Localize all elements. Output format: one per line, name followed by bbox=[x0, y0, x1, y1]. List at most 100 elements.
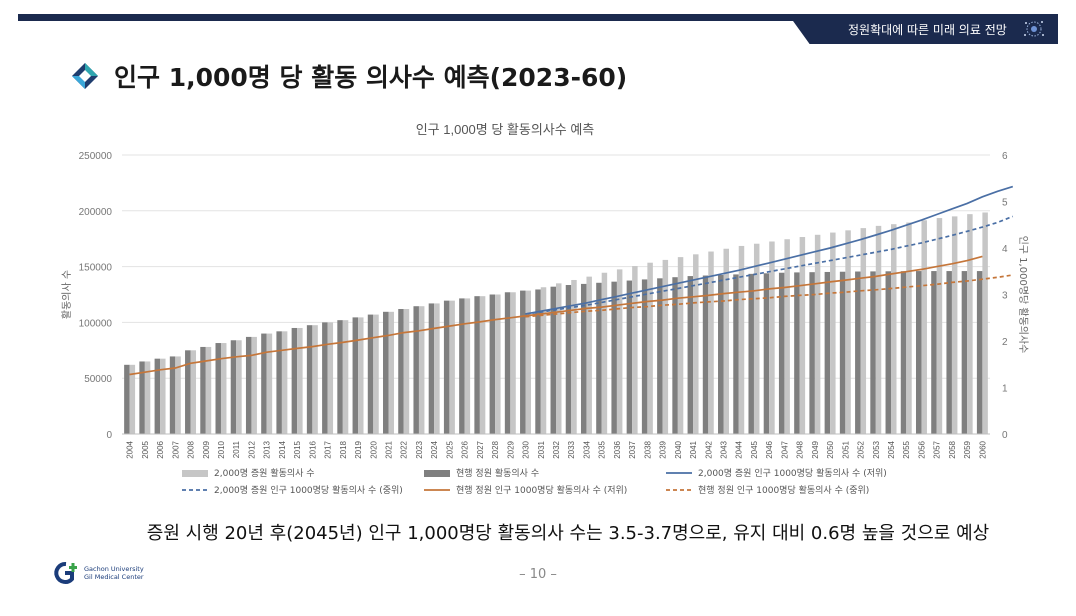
y-tick-label: 250000 bbox=[79, 151, 113, 162]
x-tick-label: 2049 bbox=[811, 440, 820, 458]
x-tick-label: 2056 bbox=[917, 440, 926, 458]
legend-label: 2,000명 증원 인구 1000명당 활동의사 수 (저위) bbox=[698, 467, 887, 479]
x-tick-label: 2058 bbox=[948, 440, 957, 458]
x-tick-label: 2021 bbox=[384, 440, 393, 458]
y2-tick-label: 6 bbox=[1002, 151, 1008, 162]
gachon-logo: Gachon University Gil Medical Center bbox=[52, 561, 144, 585]
legend-swatch bbox=[424, 470, 450, 477]
bar-current bbox=[443, 300, 450, 434]
bar-increase bbox=[129, 364, 136, 434]
bar-current bbox=[383, 311, 389, 434]
bar-current bbox=[794, 272, 800, 434]
bar-increase bbox=[891, 224, 897, 434]
x-tick-label: 2055 bbox=[902, 440, 911, 458]
bar-increase bbox=[388, 311, 394, 434]
network-globe-icon bbox=[1024, 21, 1044, 37]
x-tick-label: 2042 bbox=[704, 440, 713, 458]
bar-increase bbox=[632, 266, 638, 434]
bar-current bbox=[565, 285, 572, 434]
bar-current bbox=[215, 343, 221, 434]
chart-title: 인구 1,000명 당 활동의사수 예측 bbox=[416, 122, 595, 137]
bar-increase bbox=[479, 296, 486, 434]
x-tick-label: 2047 bbox=[780, 440, 789, 458]
bar-increase bbox=[951, 216, 958, 434]
y2-tick-label: 0 bbox=[1002, 430, 1008, 441]
bar-increase bbox=[525, 290, 532, 434]
x-tick-label: 2032 bbox=[552, 440, 561, 458]
bar-increase bbox=[860, 228, 867, 434]
bar-increase bbox=[373, 314, 379, 434]
logo-line-2: Gil Medical Center bbox=[84, 573, 144, 581]
bar-current bbox=[733, 274, 739, 434]
bar-current bbox=[230, 340, 237, 434]
bar-current bbox=[413, 306, 419, 434]
bar-increase bbox=[906, 222, 912, 434]
x-tick-label: 2022 bbox=[400, 440, 409, 458]
bar-current bbox=[474, 296, 480, 434]
x-tick-label: 2006 bbox=[156, 440, 165, 458]
x-tick-label: 2014 bbox=[278, 440, 287, 458]
bar-current bbox=[763, 273, 770, 434]
bar-current bbox=[778, 272, 785, 434]
legend-label: 현행 정원 인구 1000명당 활동의사 수 (저위) bbox=[456, 484, 627, 496]
header-bar bbox=[18, 14, 1058, 21]
bar-current bbox=[124, 364, 130, 434]
bar-increase bbox=[571, 279, 577, 434]
series-line bbox=[525, 274, 1013, 318]
x-tick-label: 2024 bbox=[430, 440, 439, 458]
bar-current bbox=[337, 320, 343, 434]
y-axis-label: 활동의사 수 bbox=[60, 270, 73, 319]
page-number: – 10 – bbox=[519, 567, 557, 582]
bar-current bbox=[870, 271, 876, 434]
x-tick-label: 2011 bbox=[232, 440, 241, 458]
bar-current bbox=[185, 350, 191, 434]
x-tick-label: 2057 bbox=[933, 440, 942, 458]
bar-current bbox=[169, 356, 176, 434]
x-tick-label: 2037 bbox=[628, 440, 637, 458]
bar-increase bbox=[586, 276, 592, 434]
bar-current bbox=[961, 271, 968, 434]
bar-increase bbox=[251, 336, 257, 434]
bar-increase bbox=[327, 322, 334, 434]
bar-current bbox=[489, 294, 496, 434]
bar-current bbox=[520, 290, 526, 434]
legend-label: 2,000명 증원 활동의사 수 bbox=[214, 467, 315, 479]
bar-current bbox=[322, 322, 328, 434]
bar-increase bbox=[723, 248, 729, 434]
bar-current bbox=[550, 286, 556, 434]
y2-tick-label: 1 bbox=[1002, 384, 1008, 395]
x-tick-label: 2034 bbox=[582, 440, 591, 458]
bar-increase bbox=[814, 234, 821, 434]
x-tick-label: 2027 bbox=[476, 440, 485, 458]
x-tick-label: 2041 bbox=[689, 440, 698, 458]
bar-current bbox=[428, 303, 435, 434]
legend-swatch bbox=[182, 470, 208, 477]
bar-increase bbox=[312, 325, 318, 434]
x-tick-label: 2026 bbox=[461, 440, 470, 458]
x-tick-label: 2030 bbox=[522, 440, 531, 458]
bar-increase bbox=[205, 346, 212, 434]
bar-current bbox=[702, 275, 709, 434]
x-tick-label: 2020 bbox=[369, 440, 378, 458]
x-tick-label: 2008 bbox=[187, 440, 196, 458]
title-row: 인구 1,000명 당 활동 의사수 예측(2023-60) bbox=[70, 58, 627, 94]
x-tick-label: 2015 bbox=[293, 440, 302, 458]
bar-increase bbox=[556, 283, 562, 434]
x-tick-label: 2010 bbox=[217, 440, 226, 458]
x-tick-label: 2009 bbox=[202, 440, 211, 458]
x-tick-label: 2012 bbox=[247, 440, 256, 458]
section-tag: 정원확대에 따른 미래 의료 전망 bbox=[788, 14, 1058, 44]
y-tick-label: 150000 bbox=[79, 263, 113, 274]
x-tick-label: 2036 bbox=[613, 440, 622, 458]
legend-label: 현행 정원 활동의사 수 bbox=[456, 467, 539, 479]
bar-increase bbox=[358, 317, 364, 434]
y2-tick-label: 5 bbox=[1002, 198, 1008, 209]
y-tick-label: 100000 bbox=[79, 318, 113, 329]
bar-current bbox=[900, 271, 907, 434]
y-tick-label: 200000 bbox=[79, 207, 113, 218]
bar-current bbox=[718, 274, 724, 434]
x-tick-label: 2016 bbox=[308, 440, 317, 458]
bar-increase bbox=[540, 287, 547, 434]
bar-increase bbox=[647, 262, 653, 434]
x-tick-label: 2040 bbox=[674, 440, 683, 458]
